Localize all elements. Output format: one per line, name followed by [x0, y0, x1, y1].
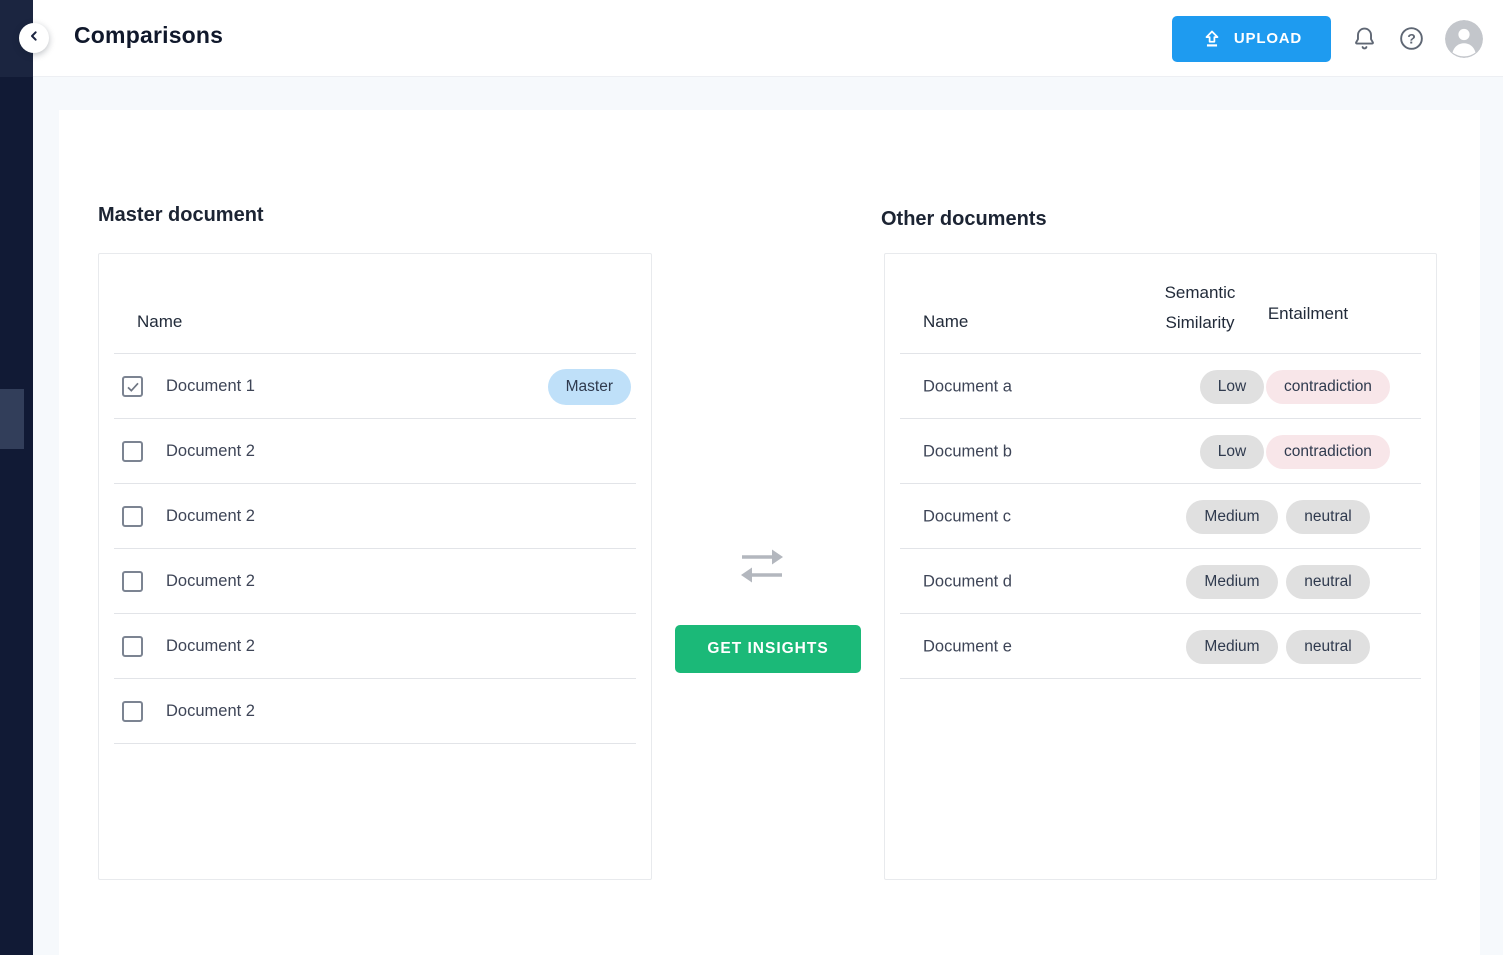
upload-button[interactable]: UPLOAD: [1172, 15, 1331, 62]
document-checkbox[interactable]: [122, 376, 143, 397]
similarity-badge: Medium: [1186, 499, 1278, 534]
document-checkbox[interactable]: [122, 441, 143, 462]
nav-rail-active-indicator[interactable]: [0, 389, 24, 449]
upload-button-label: UPLOAD: [1233, 30, 1303, 47]
document-name: Document 2: [166, 702, 255, 720]
other-table-row: Document a Low contradiction: [885, 354, 1436, 419]
document-name: Document 2: [166, 572, 255, 590]
entailment-badge: contradiction: [1266, 369, 1390, 404]
other-name-column-header: Name: [923, 312, 969, 331]
compare-arrows-icon: [736, 546, 788, 588]
document-name: Document 1: [166, 377, 255, 395]
similarity-badge: Medium: [1186, 564, 1278, 599]
document-name: Document c: [923, 507, 1012, 525]
master-document-list: Document 1 Master Document 2 Document 2 …: [99, 354, 651, 744]
document-checkbox[interactable]: [122, 571, 143, 592]
question-circle-icon: ?: [1398, 25, 1425, 52]
notifications-button[interactable]: [1351, 25, 1378, 52]
similarity-badge: Low: [1199, 369, 1265, 404]
master-table-row: Document 1 Master: [99, 354, 651, 419]
other-table-header: Name Semantic Similarity Entailment: [885, 254, 1436, 354]
other-documents-list: Document a Low contradiction Document b …: [885, 354, 1436, 679]
top-app-bar: Comparisons UPLOAD ?: [19, 0, 1503, 77]
help-button[interactable]: ?: [1398, 25, 1425, 52]
user-avatar[interactable]: [1445, 19, 1483, 58]
person-icon: [1445, 19, 1483, 58]
master-table-row: Document 2: [99, 614, 651, 679]
document-name: Document b: [923, 442, 1012, 460]
master-document-heading: Master document: [98, 204, 264, 226]
similarity-badge: Medium: [1186, 629, 1278, 664]
other-table-row: Document d Medium neutral: [885, 549, 1436, 614]
master-badge: Master: [547, 368, 631, 405]
upload-icon: [1201, 28, 1223, 50]
header-actions: UPLOAD ?: [1172, 0, 1483, 77]
master-table-row: Document 2: [99, 679, 651, 744]
other-documents-table: Name Semantic Similarity Entailment Docu…: [884, 253, 1437, 880]
document-name: Document e: [923, 637, 1012, 655]
master-table-row: Document 2: [99, 419, 651, 484]
get-insights-button[interactable]: GET INSIGHTS: [675, 625, 861, 673]
entailment-badge: contradiction: [1266, 434, 1390, 469]
document-name: Document 2: [166, 442, 255, 460]
document-name: Document a: [923, 377, 1012, 395]
semantic-similarity-column-header: Semantic Similarity: [1164, 283, 1236, 332]
master-table-header: Name: [99, 254, 651, 354]
entailment-badge: neutral: [1286, 629, 1370, 664]
bell-icon: [1351, 25, 1378, 52]
other-table-row: Document e Medium neutral: [885, 614, 1436, 679]
page-title: Comparisons: [74, 22, 224, 48]
document-name: Document d: [923, 572, 1012, 590]
entailment-badge: neutral: [1286, 499, 1370, 534]
other-table-row: Document c Medium neutral: [885, 484, 1436, 549]
similarity-badge: Low: [1199, 434, 1265, 469]
entailment-badge: neutral: [1286, 564, 1370, 599]
entailment-column-header: Entailment: [1267, 304, 1349, 323]
master-table-row: Document 2: [99, 484, 651, 549]
document-name: Document 2: [166, 637, 255, 655]
master-document-table: Name Document 1 Master Document 2 Docume…: [98, 253, 652, 880]
other-documents-heading: Other documents: [881, 208, 1047, 230]
master-table-row: Document 2: [99, 549, 651, 614]
document-checkbox[interactable]: [122, 701, 143, 722]
document-checkbox[interactable]: [122, 636, 143, 657]
chevron-left-icon: [26, 28, 42, 49]
svg-text:?: ?: [1407, 30, 1416, 46]
document-name: Document 2: [166, 507, 255, 525]
comparisons-content-card: Master document Name Document 1 Master D…: [59, 110, 1480, 955]
collapse-sidebar-button[interactable]: [19, 23, 49, 53]
other-table-row: Document b Low contradiction: [885, 419, 1436, 484]
left-nav-rail: [0, 0, 33, 955]
document-checkbox[interactable]: [122, 506, 143, 527]
master-name-column-header: Name: [137, 312, 183, 331]
